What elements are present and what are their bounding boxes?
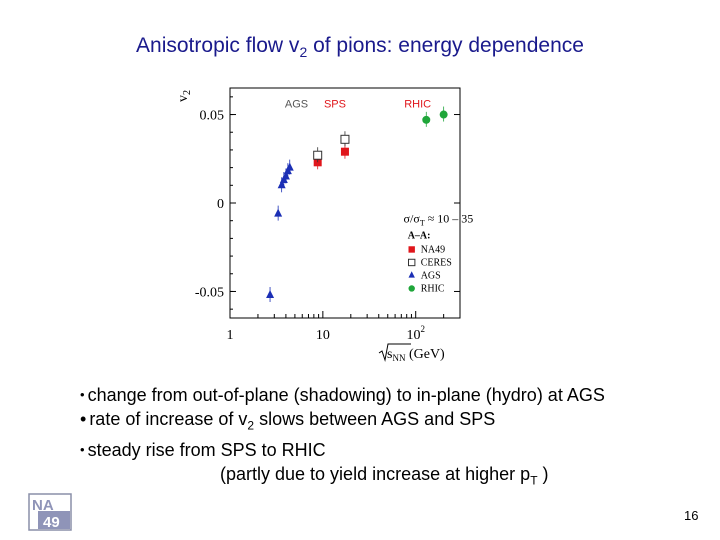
legend-marker-ags	[408, 271, 415, 278]
y-axis-label: v2	[176, 90, 193, 102]
annotation-sigma: σ/σT ≈ 10 – 35 %	[404, 211, 475, 227]
bullet-list: • change from out-of-plane (shadowing) to…	[80, 383, 700, 492]
page-number: 16	[684, 508, 699, 523]
svg-text:NA: NA	[32, 497, 54, 514]
legend-label-rhic: RHIC	[421, 283, 445, 294]
x-tick-label: 102	[406, 324, 425, 343]
y-tick-label: 0	[217, 197, 224, 212]
svg-text:sNN (GeV): sNN (GeV)	[387, 347, 445, 363]
v2-energy-chart: 0.05 0 -0.05 1 10 102 AGS SPS RHIC A–A: NA49 CER…	[176, 87, 475, 363]
legend-label-ags: AGS	[421, 270, 441, 281]
region-label: SPS	[324, 98, 346, 110]
slide-title: Anisotropic flow v2 of pions: energy dep…	[136, 34, 584, 61]
legend-marker-na49	[408, 246, 415, 253]
data-point-ceres	[313, 150, 323, 160]
x-tick-label: 10	[316, 328, 330, 343]
x-tick-label: 1	[227, 328, 234, 343]
sqrt-symbol	[378, 343, 411, 362]
legend-title: A–A:	[408, 230, 431, 241]
data-point-rhic	[439, 110, 448, 119]
data-point-ceres	[340, 134, 350, 144]
y-tick-label: -0.05	[195, 285, 224, 300]
region-label: RHIC	[404, 98, 431, 110]
data-point-ags	[266, 290, 275, 298]
data-point-na49	[313, 158, 322, 167]
legend-label-ceres: CERES	[421, 257, 452, 268]
bullet-1: • change from out-of-plane (shadowing) to…	[80, 385, 605, 405]
data-point-na49	[340, 147, 349, 156]
x-axis-label: sNN (GeV)	[378, 343, 445, 363]
data-point-ags	[285, 162, 294, 171]
na49-logo: NA 49	[28, 493, 72, 531]
data-point-ags	[274, 208, 283, 217]
legend-marker-rhic	[408, 285, 415, 292]
bullet-2: • rate of increase of v2 slows between AG…	[80, 409, 496, 433]
svg-text:49: 49	[43, 514, 60, 531]
bullet-3-note: (partly due to yield increase at higher …	[220, 463, 549, 488]
x-tick-exponent: 2	[420, 324, 425, 334]
y-tick-label: 0.05	[200, 109, 225, 124]
data-point-rhic	[422, 115, 431, 124]
legend-marker-ceres	[407, 258, 416, 267]
legend-label-na49: NA49	[421, 244, 445, 255]
region-label: AGS	[285, 98, 308, 110]
bullet-3: • steady rise from SPS to RHIC	[80, 439, 326, 460]
